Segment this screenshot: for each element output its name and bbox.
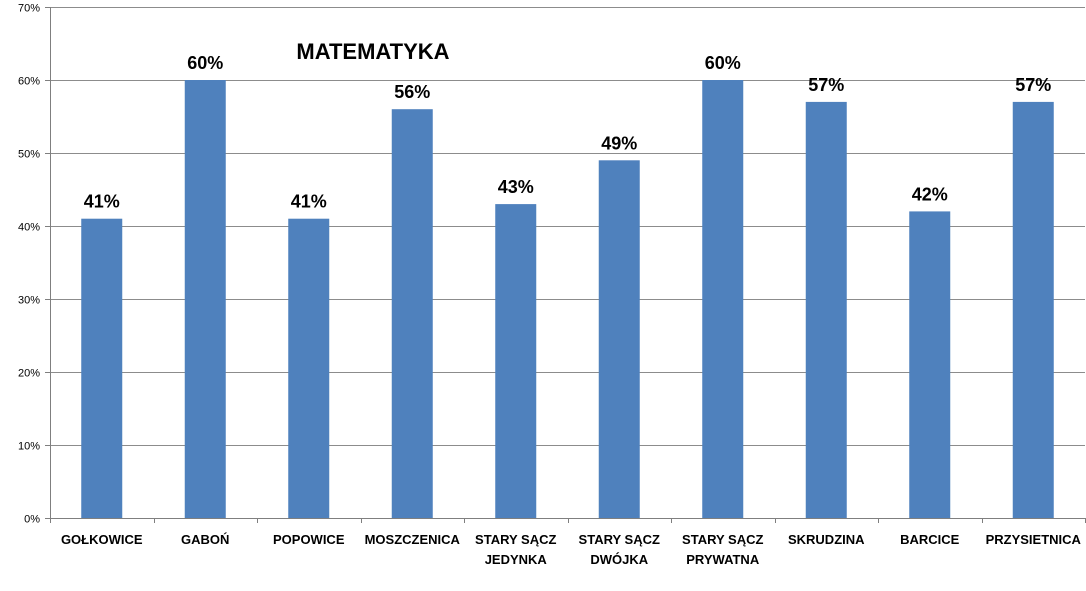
y-tick-label: 40%: [18, 222, 40, 234]
bar: [81, 218, 123, 518]
y-tick-label: 30%: [18, 295, 40, 307]
y-tick-label: 60%: [18, 76, 40, 88]
chart-title: MATEMATYKA: [296, 39, 449, 64]
x-tick-label: POPOWICE: [273, 532, 345, 547]
x-tick-label: PRZYSIETNICA: [986, 532, 1082, 547]
x-tick-label: STARY SĄCZ DWÓJKA: [579, 532, 660, 567]
bars: [81, 80, 1054, 519]
data-label: 57%: [808, 75, 844, 95]
data-label: 41%: [291, 192, 327, 212]
bar: [805, 101, 847, 519]
data-label: 49%: [601, 133, 637, 153]
bar: [909, 211, 951, 518]
axes: 0% 10% 20% 30% 40% 50% 60% 70% GOŁKOWICE GABOŃ POP…: [18, 3, 1086, 567]
x-tick-label: SKRUDZINA: [788, 532, 865, 547]
x-tick-label: MOSZCZENICA: [365, 532, 461, 547]
x-tick-label: GABOŃ: [181, 532, 229, 547]
data-label: 41%: [84, 192, 120, 212]
data-label: 43%: [498, 177, 534, 197]
data-label: 60%: [187, 53, 223, 73]
bar: [1012, 101, 1054, 519]
bar: [288, 218, 330, 518]
data-labels: 41% 60% 41% 56% 43% 49% 60% 57% 42% 57%: [84, 53, 1052, 212]
bar: [184, 80, 226, 518]
bar: [495, 204, 537, 518]
y-tick-label: 10%: [18, 441, 40, 453]
bar: [391, 109, 433, 518]
bar: [598, 160, 640, 519]
x-tick-label: STARY SĄCZ PRYWATNA: [682, 532, 763, 567]
y-tick-label: 70%: [18, 3, 40, 15]
bar: [702, 80, 744, 518]
y-tick-label: 20%: [18, 368, 40, 380]
data-label: 60%: [705, 53, 741, 73]
y-tick-label: 0%: [24, 514, 40, 526]
x-tick-label: GOŁKOWICE: [61, 532, 143, 547]
y-tick-label: 50%: [18, 149, 40, 161]
x-tick-label: STARY SĄCZ JEDYNKA: [475, 532, 556, 567]
data-label: 56%: [394, 82, 430, 102]
x-tick-label: BARCICE: [900, 532, 960, 547]
data-label: 42%: [912, 184, 948, 204]
data-label: 57%: [1015, 75, 1051, 95]
